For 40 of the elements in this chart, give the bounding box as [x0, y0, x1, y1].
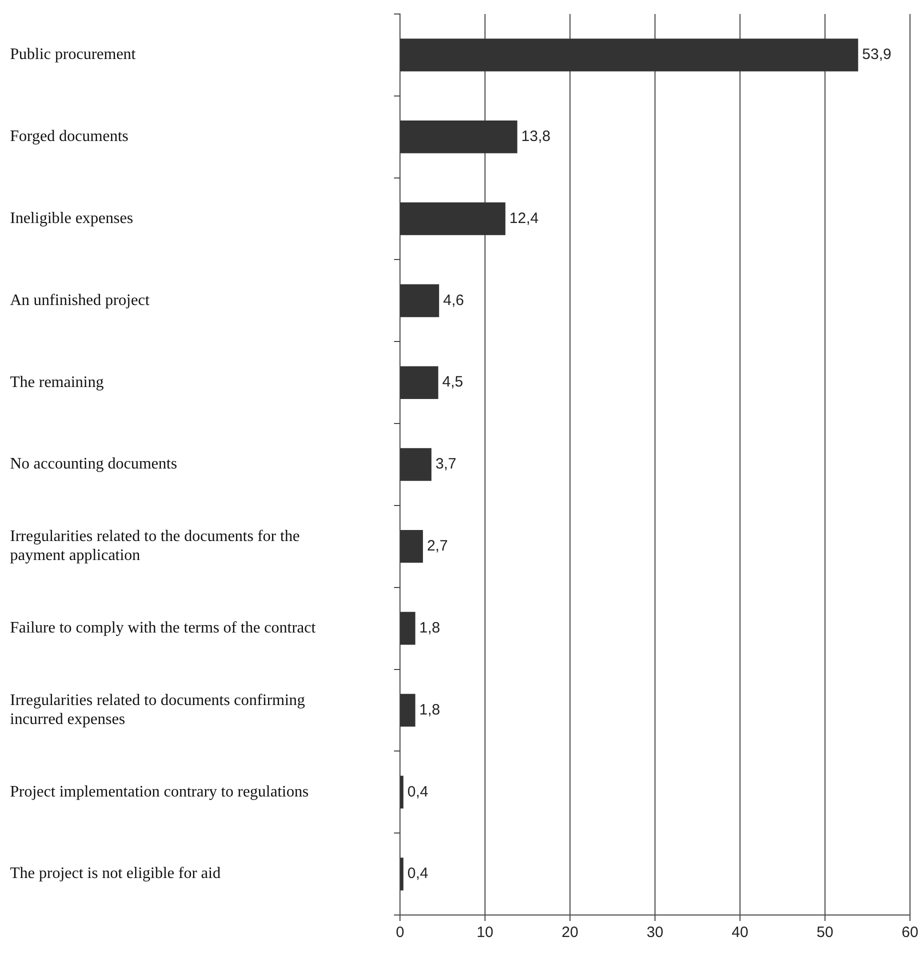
data-label: 3,7: [435, 456, 456, 473]
y-tick-label: Ineligible expenses: [10, 210, 134, 227]
y-tick-label: Irregularities related to documents confirming incurred expenses: [10, 692, 306, 728]
data-label: 0,4: [407, 783, 428, 800]
data-label: 0,4: [407, 865, 428, 882]
bar: [400, 858, 404, 890]
data-label: 1,8: [419, 619, 440, 636]
x-tick-label: 0: [396, 924, 404, 942]
bar: [400, 612, 416, 645]
bar: [400, 366, 438, 399]
x-tick-label: 40: [732, 924, 748, 942]
y-tick-label: Irregularities related to the documents for the payment application: [10, 528, 300, 564]
x-tick-label: 20: [562, 924, 578, 942]
data-label: 4,6: [443, 292, 464, 309]
x-tick-label: 30: [646, 924, 664, 942]
bar: [400, 530, 423, 563]
data-label: 1,8: [419, 701, 440, 718]
data-label: 4,5: [442, 374, 464, 391]
x-tick-label: 10: [476, 924, 494, 942]
data-label: 13,8: [521, 128, 551, 146]
y-tick-label: The project is not eligible for aid: [10, 865, 221, 882]
bar: [400, 694, 416, 727]
y-tick-label: The remaining: [10, 374, 104, 391]
bar: [400, 202, 506, 236]
y-tick-label: An unfinished project: [10, 292, 150, 309]
bar: [400, 448, 432, 481]
data-label: 53,9: [862, 46, 892, 64]
y-tick-label: Project implementation contrary to regulations: [10, 783, 309, 800]
data-label: 2,7: [426, 538, 448, 555]
x-tick-label: 50: [816, 924, 834, 942]
bar: [400, 38, 858, 72]
y-tick-label: Failure to comply with the terms of the contract: [10, 620, 316, 637]
bar: [400, 120, 518, 154]
x-tick-label: 60: [902, 924, 918, 942]
y-tick-label: No accounting documents: [10, 456, 178, 473]
bar: [400, 776, 404, 809]
y-tick-label: Public procurement: [10, 46, 136, 64]
y-tick-label: Forged documents: [10, 128, 128, 146]
bar: [400, 284, 440, 318]
data-label: 12,4: [509, 210, 539, 227]
